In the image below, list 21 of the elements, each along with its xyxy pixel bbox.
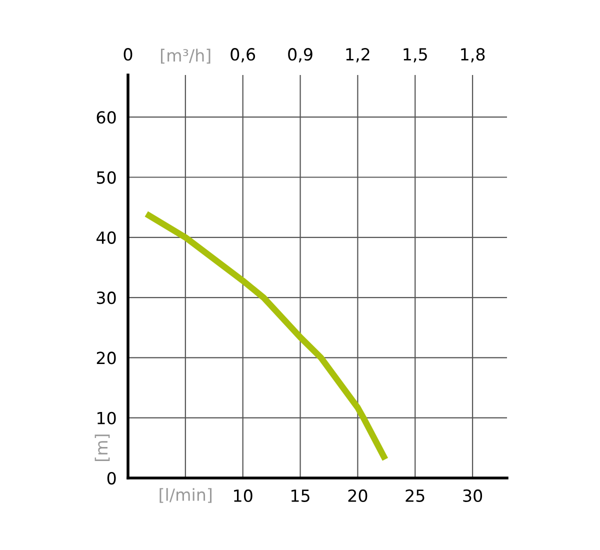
y-tick-label: 60 [96, 111, 116, 124]
x2-tick-label: 1,5 [404, 48, 427, 62]
y-tick-label: 0 [107, 472, 116, 485]
x-tick-label: 25 [406, 489, 424, 502]
y-tick-label: 30 [96, 292, 116, 304]
y-tick-label: 20 [96, 352, 116, 364]
x2-tick-label: 1,8 [461, 48, 485, 62]
x-axis-title: [l/min] [160, 488, 212, 503]
y-axis-title: [m] [94, 434, 110, 461]
x2-tick-label: 0 [124, 48, 132, 61]
x-tick-label: 10 [234, 489, 252, 502]
x-tick-label: 20 [348, 489, 368, 502]
y-tick-label: 40 [96, 231, 116, 244]
y-tick-label: 50 [96, 171, 116, 184]
x2-tick-label: 0,9 [288, 48, 312, 62]
x2-tick-label: 0,6 [230, 48, 256, 62]
y-tick-label: 10 [98, 412, 116, 424]
x2-axis-title: [m³/h] [160, 48, 210, 64]
x-tick-label: 15 [292, 490, 310, 502]
x-tick-label: 30 [463, 489, 482, 502]
x2-tick-label: 1,2 [346, 48, 370, 62]
